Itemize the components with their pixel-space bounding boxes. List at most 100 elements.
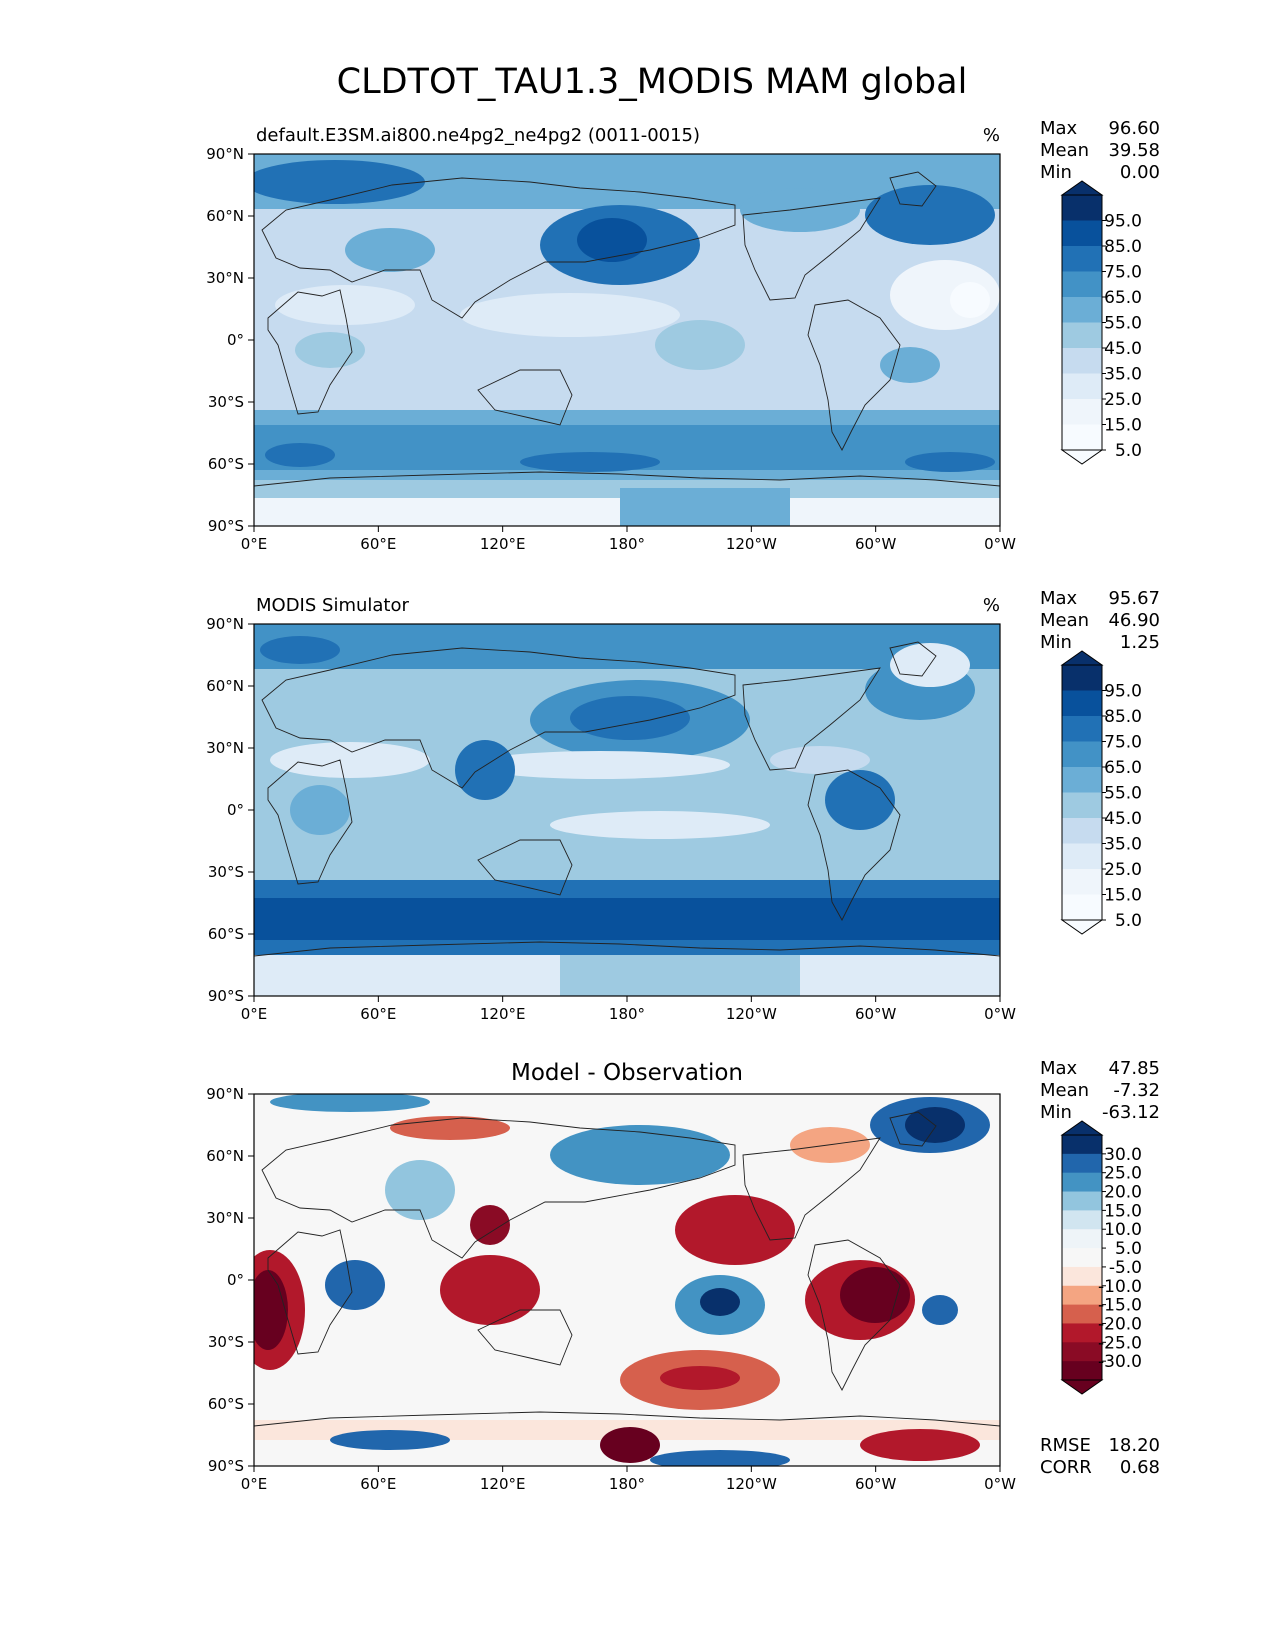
error-stat-label: CORR: [1040, 1457, 1092, 1478]
colorbar: 95.0 85.0 75.0 65.0 55.0 45.0 35.0 25.0 15.0 5.0: [1060, 180, 1142, 465]
colorbar-tick-label: 35.0: [1104, 835, 1142, 855]
stat-label: Mean: [1040, 140, 1089, 161]
colorbar-segment: [1062, 348, 1102, 374]
coastlines: [254, 171, 1000, 487]
lat-tick-label: 90°S: [208, 1457, 244, 1475]
stats-box: Max 95.67 Mean 46.90 Min 1.25: [1040, 588, 1160, 653]
lat-tick-label: 60°N: [206, 1147, 244, 1165]
colorbar-segment: [1062, 1229, 1102, 1249]
colorbar-tick-label: 85.0: [1104, 707, 1142, 727]
colorbar-tick-label: 25.0: [1104, 860, 1142, 880]
colorbar-tick-label: -5.0: [1109, 1258, 1142, 1278]
lat-tick-label: 30°N: [206, 269, 244, 287]
colorbar-tick-label: 45.0: [1104, 809, 1142, 829]
colorbar-segment: [1062, 271, 1102, 298]
lat-tick-label: 0°: [227, 801, 244, 819]
colorbar-tick-label: -20.0: [1098, 1314, 1142, 1334]
colorbar-segment: [1062, 894, 1102, 921]
colorbar-min-extend: [1060, 919, 1104, 935]
lat-tick-label: 90°S: [208, 517, 244, 535]
colorbar-max-extend: [1060, 180, 1104, 196]
colorbar-segment: [1062, 246, 1102, 272]
colorbar-segment: [1062, 1285, 1102, 1306]
colorbar-tick-label: 15.0: [1104, 1201, 1142, 1221]
lat-tick-label: 0°: [227, 331, 244, 349]
lat-tick-label: 0°: [227, 1271, 244, 1289]
stat-label: Min: [1040, 1102, 1072, 1123]
colorbar-segment: [1062, 1210, 1102, 1230]
lon-tick-label: 120°E: [480, 535, 526, 553]
colorbar-min-extend: [1060, 449, 1104, 465]
lon-axis: 0°E 60°E 120°E 180° 120°W 60°W 0°W: [241, 526, 1016, 553]
lon-tick-label: 0°W: [984, 1005, 1016, 1023]
panel-diff: Model - Observation: [206, 1058, 1160, 1493]
colorbar-tick-label: 5.0: [1115, 441, 1142, 461]
error-stats-box: RMSE 18.20 CORR 0.68: [1040, 1435, 1160, 1478]
colorbar-segment: [1062, 690, 1102, 717]
colorbar-tick-label: 45.0: [1104, 339, 1142, 359]
panel-units: %: [983, 595, 1000, 616]
colorbar-tick-label: 85.0: [1104, 237, 1142, 257]
stat-label: Min: [1040, 632, 1072, 653]
colorbar-tick-label: 55.0: [1104, 314, 1142, 334]
lon-tick-label: 0°W: [984, 535, 1016, 553]
lon-tick-label: 60°W: [855, 535, 897, 553]
lon-tick-label: 60°E: [360, 1475, 396, 1493]
colorbar-tick-label: 10.0: [1104, 1220, 1142, 1240]
colorbar-tick-label: 15.0: [1104, 886, 1142, 906]
lat-tick-label: 30°S: [208, 1333, 244, 1351]
colorbar-tick-label: 5.0: [1115, 911, 1142, 931]
colorbar-segment: [1062, 399, 1102, 425]
stat-label: Mean: [1040, 1080, 1089, 1101]
map-field: [254, 154, 1000, 526]
colorbar-segment: [1062, 818, 1102, 844]
colorbar-tick-label: 15.0: [1104, 416, 1142, 436]
lon-tick-label: 120°E: [480, 1005, 526, 1023]
colorbar-tick-label: 95.0: [1104, 682, 1142, 702]
colorbar-segment: [1062, 424, 1102, 451]
stat-value: -63.12: [1102, 1102, 1160, 1123]
stat-value: 0.00: [1120, 162, 1160, 183]
stat-value: 39.58: [1108, 140, 1160, 161]
colorbar-frame: [1061, 1134, 1103, 1381]
colorbar: 95.0 85.0 75.0 65.0 55.0 45.0 35.0 25.0 15.0 5.0: [1060, 650, 1142, 935]
colorbar-tick-label: -30.0: [1098, 1352, 1142, 1372]
stat-value: 1.25: [1120, 632, 1160, 653]
colorbar-tick-label: 95.0: [1104, 212, 1142, 232]
colorbar: 30.025.020.015.010.05.0-5.0-10.0-15.0-20…: [1060, 1120, 1142, 1395]
lon-tick-label: 120°E: [480, 1475, 526, 1493]
panel-test: default.E3SM.ai800.ne4pg2_ne4pg2 (0011-0…: [206, 118, 1160, 553]
stat-value: 95.67: [1108, 588, 1160, 609]
lon-tick-label: 180°: [609, 535, 645, 553]
lon-tick-label: 60°E: [360, 535, 396, 553]
stat-label: Max: [1040, 1058, 1078, 1079]
colorbar-tick-label: -15.0: [1098, 1296, 1142, 1316]
colorbar-tick-label: 65.0: [1104, 288, 1142, 308]
lon-axis: 0°E 60°E 120°E 180° 120°W 60°W 0°W: [241, 996, 1016, 1023]
panel-reference: MODIS Simulator %: [206, 588, 1160, 1023]
lat-tick-label: 60°N: [206, 207, 244, 225]
colorbar-segment: [1062, 1172, 1102, 1193]
stat-value: 96.60: [1108, 118, 1160, 139]
lat-tick-label: 90°S: [208, 987, 244, 1005]
colorbar-segment: [1062, 741, 1102, 768]
stat-label: Mean: [1040, 610, 1089, 631]
panel-units: %: [983, 125, 1000, 146]
lat-tick-label: 30°N: [206, 739, 244, 757]
colorbar-tick-label: -10.0: [1098, 1277, 1142, 1297]
colorbar-tick-label: 35.0: [1104, 365, 1142, 385]
lon-tick-label: 0°E: [241, 535, 268, 553]
coastlines: [254, 641, 1000, 957]
lon-axis: 0°E 60°E 120°E 180° 120°W 60°W 0°W: [241, 1466, 1016, 1493]
lat-tick-label: 30°N: [206, 1209, 244, 1227]
colorbar-segment: [1062, 716, 1102, 742]
lon-tick-label: 120°W: [726, 535, 777, 553]
lat-tick-label: 60°S: [208, 1395, 244, 1413]
colorbar-tick-label: 65.0: [1104, 758, 1142, 778]
colorbar-segment: [1062, 869, 1102, 895]
colorbar-segment: [1062, 1304, 1102, 1324]
colorbar-segment: [1062, 322, 1102, 349]
colorbar-tick-label: 25.0: [1104, 390, 1142, 410]
panel-left-title: MODIS Simulator: [256, 595, 409, 616]
error-stat-label: RMSE: [1040, 1435, 1091, 1456]
